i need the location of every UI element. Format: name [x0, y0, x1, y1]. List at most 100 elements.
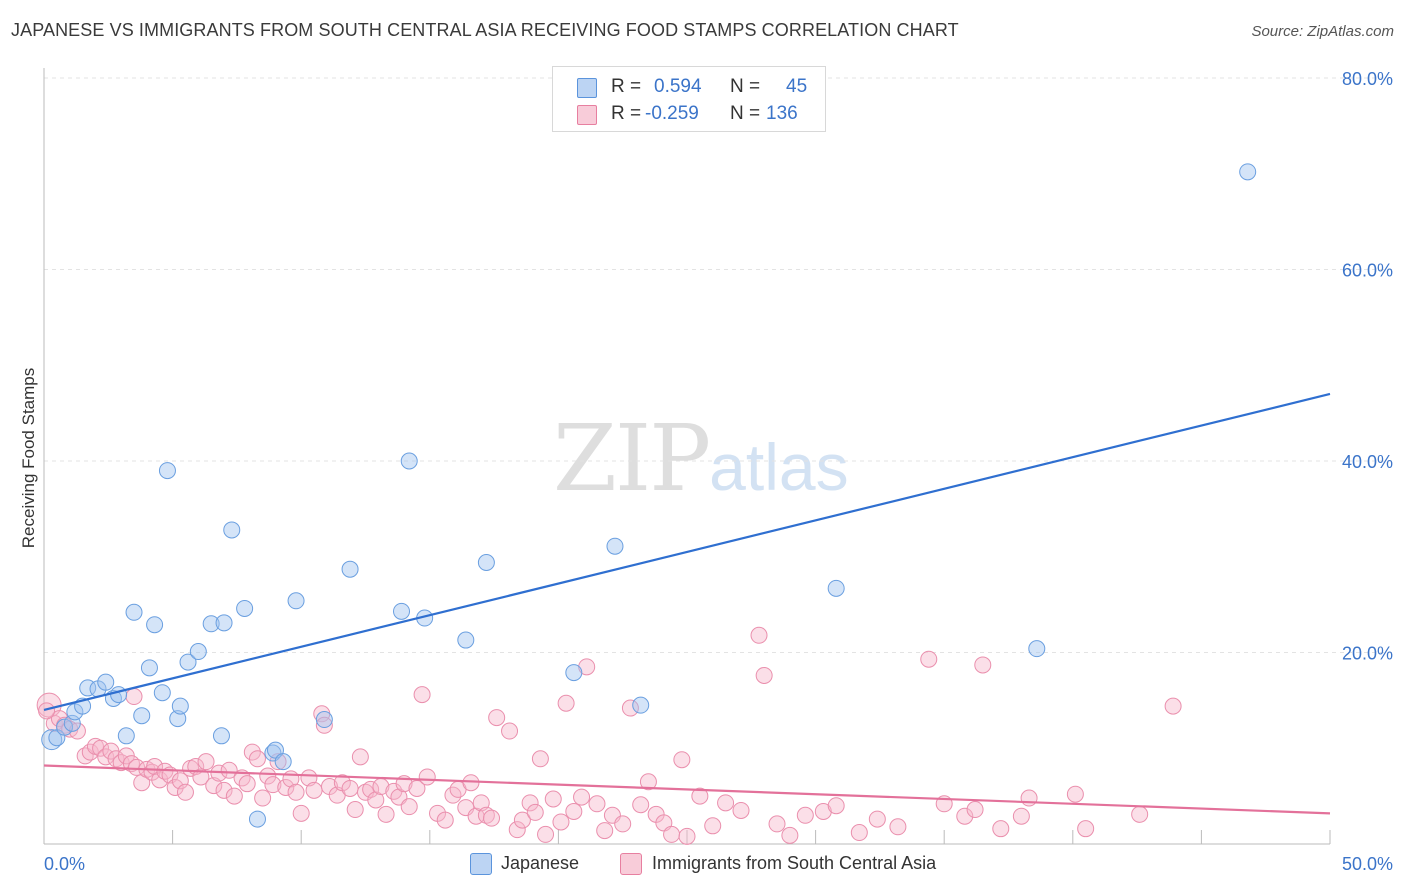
- point-japanese: [1028, 640, 1046, 658]
- point-japanese: [565, 664, 583, 682]
- point-japanese: [125, 603, 143, 621]
- x-tick-label: 0.0%: [44, 854, 85, 874]
- point-immigrants: [341, 779, 359, 797]
- point-immigrants: [277, 779, 295, 797]
- point-immigrants: [673, 751, 691, 769]
- point-japanese: [202, 615, 220, 633]
- point-immigrants: [920, 650, 938, 668]
- point-japanese: [146, 616, 164, 634]
- point-japanese: [97, 673, 115, 691]
- point-immigrants: [367, 791, 385, 809]
- y-tick-label: 80.0%: [1342, 69, 1393, 89]
- stat-row-japanese: R = 0.594 N = 45: [553, 75, 825, 101]
- stat-n-label: N =: [730, 76, 761, 97]
- stat-n-value: 45: [786, 76, 808, 97]
- watermark-zip: ZIP: [553, 405, 711, 512]
- stat-r-label: R =: [611, 76, 642, 97]
- point-immigrants: [596, 822, 614, 840]
- point-immigrants: [526, 803, 544, 821]
- x-tick-label: 50.0%: [1342, 854, 1393, 874]
- point-immigrants: [315, 716, 333, 734]
- point-japanese: [827, 579, 845, 597]
- point-japanese: [140, 659, 158, 677]
- stat-n-label: N =: [730, 103, 761, 124]
- point-immigrants: [750, 626, 768, 644]
- point-immigrants: [125, 688, 143, 706]
- point-immigrants: [992, 820, 1010, 838]
- point-immigrants: [639, 773, 657, 791]
- point-immigrants: [565, 802, 583, 820]
- point-immigrants: [477, 806, 495, 824]
- point-immigrants: [573, 788, 591, 806]
- stat-r-label: R =: [611, 103, 642, 124]
- point-immigrants: [956, 807, 974, 825]
- point-immigrants: [1131, 805, 1149, 823]
- legend-label-immigrants: Immigrants from South Central Asia: [652, 853, 937, 873]
- point-immigrants: [254, 789, 272, 807]
- legend-swatch-japanese: [470, 853, 492, 875]
- point-immigrants: [1020, 789, 1038, 807]
- point-immigrants: [400, 798, 418, 816]
- point-immigrants: [197, 753, 215, 771]
- point-immigrants: [38, 702, 56, 720]
- point-immigrants: [205, 777, 223, 795]
- point-immigrants: [501, 722, 519, 740]
- legend-item-japanese[interactable]: Japanese: [470, 852, 600, 878]
- point-immigrants: [557, 694, 575, 712]
- stat-n-value: 136: [766, 103, 798, 124]
- point-immigrants: [413, 686, 431, 704]
- y-tick-label: 60.0%: [1342, 261, 1393, 281]
- point-japanese: [400, 452, 418, 470]
- point-japanese: [169, 710, 187, 728]
- point-immigrants: [537, 825, 555, 843]
- point-immigrants: [531, 750, 549, 768]
- point-japanese: [158, 462, 176, 480]
- point-immigrants: [259, 767, 277, 785]
- point-japanese: [56, 718, 74, 736]
- legend-item-immigrants[interactable]: Immigrants from South Central Asia: [620, 852, 980, 878]
- point-immigrants: [215, 781, 233, 799]
- point-immigrants: [755, 666, 773, 684]
- y-tick-label: 40.0%: [1342, 452, 1393, 472]
- point-immigrants: [436, 811, 454, 829]
- watermark: ZIPatlas: [553, 405, 849, 512]
- point-japanese: [1239, 163, 1257, 181]
- point-immigrants: [488, 709, 506, 727]
- point-immigrants: [678, 827, 696, 845]
- point-immigrants: [1077, 820, 1095, 838]
- point-immigrants: [974, 656, 992, 674]
- trendline-immigrants: [43, 764, 1331, 815]
- point-immigrants: [462, 774, 480, 792]
- point-immigrants: [966, 801, 984, 819]
- point-immigrants: [128, 758, 146, 776]
- legend-swatch-immigrants: [620, 853, 642, 875]
- point-immigrants: [377, 805, 395, 823]
- point-japanese: [606, 537, 624, 555]
- point-immigrants: [287, 783, 305, 801]
- point-japanese: [393, 602, 411, 620]
- point-immigrants: [220, 761, 238, 779]
- point-immigrants: [300, 769, 318, 787]
- point-immigrants: [483, 809, 501, 827]
- point-immigrants: [351, 748, 369, 766]
- point-japanese: [189, 643, 207, 661]
- point-immigrants: [850, 824, 868, 842]
- point-japanese: [477, 553, 495, 571]
- point-japanese: [179, 653, 197, 671]
- point-immigrants: [717, 794, 735, 812]
- point-immigrants: [45, 714, 63, 732]
- point-japanese: [248, 810, 266, 828]
- point-immigrants: [632, 796, 650, 814]
- point-immigrants: [1066, 785, 1084, 803]
- point-immigrants: [868, 810, 886, 828]
- point-immigrants: [1012, 807, 1030, 825]
- point-japanese: [632, 696, 650, 714]
- point-immigrants: [663, 825, 681, 843]
- stat-r-value: -0.259: [645, 103, 699, 124]
- point-immigrants: [133, 774, 151, 792]
- point-japanese: [133, 707, 151, 725]
- point-immigrants: [192, 768, 210, 786]
- stat-swatch-japanese: [577, 78, 597, 98]
- point-immigrants: [691, 787, 709, 805]
